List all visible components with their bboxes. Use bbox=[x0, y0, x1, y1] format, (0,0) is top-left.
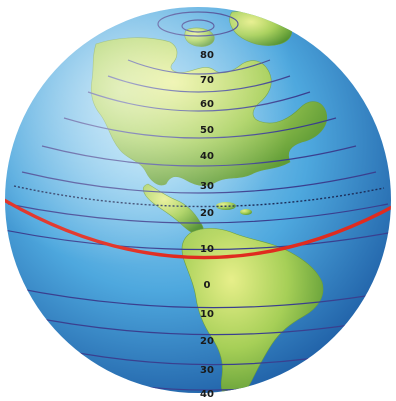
latitude-labels: 80 70 60 50 40 30 20 10 0 10 20 30 40 bbox=[200, 50, 214, 400]
latitude-label-lat-30n: 30 bbox=[200, 181, 214, 192]
latitude-label-lat-0: 0 bbox=[204, 280, 211, 291]
latitude-label-lat-50n: 50 bbox=[200, 125, 214, 136]
latitude-label-lat-70n: 70 bbox=[200, 75, 214, 86]
globe-shine bbox=[5, 7, 391, 393]
latitude-label-lat-10s: 10 bbox=[200, 309, 214, 320]
latitude-label-lat-40s: 40 bbox=[200, 389, 214, 400]
latitude-label-lat-80n: 80 bbox=[200, 50, 214, 61]
latitude-label-lat-60n: 60 bbox=[200, 99, 214, 110]
latitude-label-lat-20n: 20 bbox=[200, 208, 214, 219]
latitude-label-lat-10n: 10 bbox=[200, 244, 214, 255]
latitude-label-lat-40n: 40 bbox=[200, 151, 214, 162]
latitude-label-lat-30s: 30 bbox=[200, 365, 214, 376]
latitude-label-lat-20s: 20 bbox=[200, 336, 214, 347]
